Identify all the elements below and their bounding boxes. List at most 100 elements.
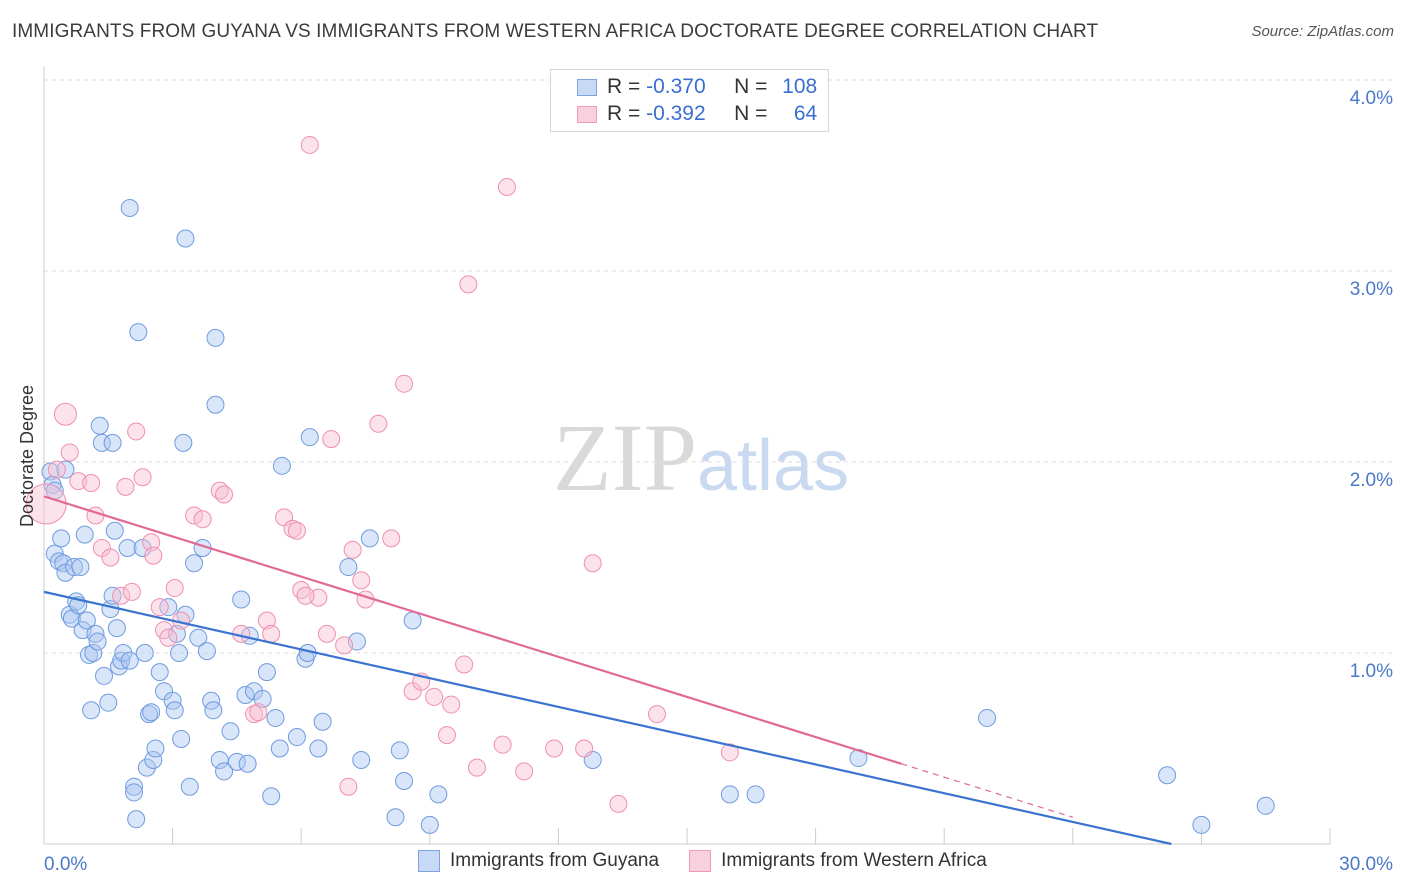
watermark-zip: ZIP	[553, 404, 697, 511]
guyana-legend-swatch	[418, 850, 440, 872]
guyana-point	[300, 428, 319, 447]
guyana-point	[429, 785, 448, 804]
guyana-point	[309, 739, 328, 758]
watermark-atlas: atlas	[697, 426, 850, 506]
guyana-point	[129, 323, 148, 342]
guyana-point	[1256, 796, 1275, 815]
guyana-point	[90, 416, 109, 435]
guyana-point	[420, 815, 439, 834]
guyana-point	[185, 554, 204, 573]
correlation-legend: R = -0.370 N = 108 R = -0.392 N = 64	[550, 69, 829, 132]
guyana-point	[99, 693, 118, 712]
western-africa-point	[493, 735, 512, 754]
guyana-point	[746, 785, 765, 804]
western-africa-point	[647, 705, 666, 724]
western-africa-legend-swatch	[689, 850, 712, 872]
guyana-point	[120, 651, 139, 670]
guyana-point	[257, 663, 276, 682]
guyana-point	[313, 712, 332, 731]
western-africa-point	[437, 726, 456, 745]
western-africa-point	[497, 177, 516, 196]
western-africa-point	[575, 739, 594, 758]
western-africa-point	[352, 571, 371, 590]
guyana-point	[165, 701, 184, 720]
western-africa-point	[60, 443, 79, 462]
guyana-point	[150, 663, 169, 682]
guyana-point	[137, 758, 156, 777]
western-africa-point	[127, 422, 146, 441]
western-africa-point	[455, 655, 474, 674]
guyana-point	[107, 619, 126, 638]
guyana-point	[352, 750, 371, 769]
guyana-point	[114, 644, 133, 662]
guyana-point	[287, 728, 306, 747]
guyana-point	[238, 754, 257, 773]
western-africa-point	[720, 743, 739, 762]
guyana-point	[118, 538, 137, 557]
guyana-point	[92, 433, 111, 452]
guyana-point	[1192, 815, 1211, 834]
guyana-point	[395, 771, 414, 790]
guyana-point	[390, 741, 409, 760]
guyana-trend-line	[43, 590, 1172, 846]
western-africa-point	[545, 739, 564, 758]
n-label: N =	[734, 102, 768, 125]
guyana-point	[206, 395, 225, 414]
chart-title: IMMIGRANTS FROM GUYANA VS IMMIGRANTS FRO…	[12, 21, 1099, 42]
western-africa-point	[467, 758, 486, 777]
guyana-point	[180, 777, 199, 796]
western-africa-point	[515, 762, 534, 781]
guyana-point	[84, 644, 103, 662]
y-tick-labels: 1.0% 2.0% 3.0% 4.0%	[1350, 88, 1393, 682]
guyana-point	[125, 777, 144, 796]
y-tick-label: 3.0%	[1350, 279, 1393, 300]
guyana-point	[170, 644, 189, 662]
western-africa-point	[215, 485, 234, 504]
western-africa-point	[193, 510, 212, 529]
y-tick-label: 4.0%	[1350, 88, 1393, 109]
western-africa-point	[382, 529, 401, 548]
guyana-point	[142, 703, 161, 722]
western-africa-point	[317, 624, 336, 643]
guyana-point	[262, 787, 281, 806]
axes	[43, 66, 1331, 845]
western-africa-point	[47, 460, 66, 479]
guyana-point	[232, 590, 251, 609]
legend-row-western-africa: R = -0.392 N = 64	[551, 101, 817, 127]
trend-lines	[43, 495, 1172, 846]
x-tick-label: 30.0%	[1339, 854, 1393, 875]
western-africa-point	[335, 636, 354, 655]
western-africa-swatch	[577, 105, 597, 123]
western-africa-point	[459, 275, 478, 294]
guyana-point	[75, 525, 94, 544]
legend-label-guyana: Immigrants from Guyana	[450, 850, 660, 871]
watermark: ZIPatlas	[553, 402, 849, 513]
guyana-point	[270, 739, 289, 758]
western-africa-point	[369, 414, 388, 433]
n-label: N =	[734, 75, 768, 98]
guyana-point	[41, 462, 60, 481]
y-tick-label: 1.0%	[1350, 661, 1393, 682]
western-africa-point	[425, 687, 444, 706]
source-label: Source: ZipAtlas.com	[1251, 23, 1394, 40]
legend-item-guyana: Immigrants from Guyana	[418, 850, 659, 872]
guyana-point	[386, 808, 405, 827]
guyana-point	[127, 810, 146, 829]
guyana-points	[41, 198, 1275, 834]
guyana-point	[146, 739, 165, 758]
western-africa-point	[82, 474, 101, 493]
r-label: R =	[607, 75, 641, 98]
r-label: R =	[607, 102, 641, 125]
western-africa-point	[159, 628, 178, 647]
western-africa-point	[296, 586, 315, 605]
western-africa-point	[249, 703, 268, 722]
western-africa-point	[257, 611, 276, 630]
western-africa-point	[150, 598, 169, 617]
guyana-point	[1158, 766, 1177, 785]
western-africa-point	[300, 135, 319, 154]
guyana-point	[172, 729, 191, 748]
guyana-point	[197, 642, 216, 661]
legend-row-guyana: R = -0.370 N = 108	[551, 74, 817, 100]
guyana-point	[174, 433, 193, 452]
